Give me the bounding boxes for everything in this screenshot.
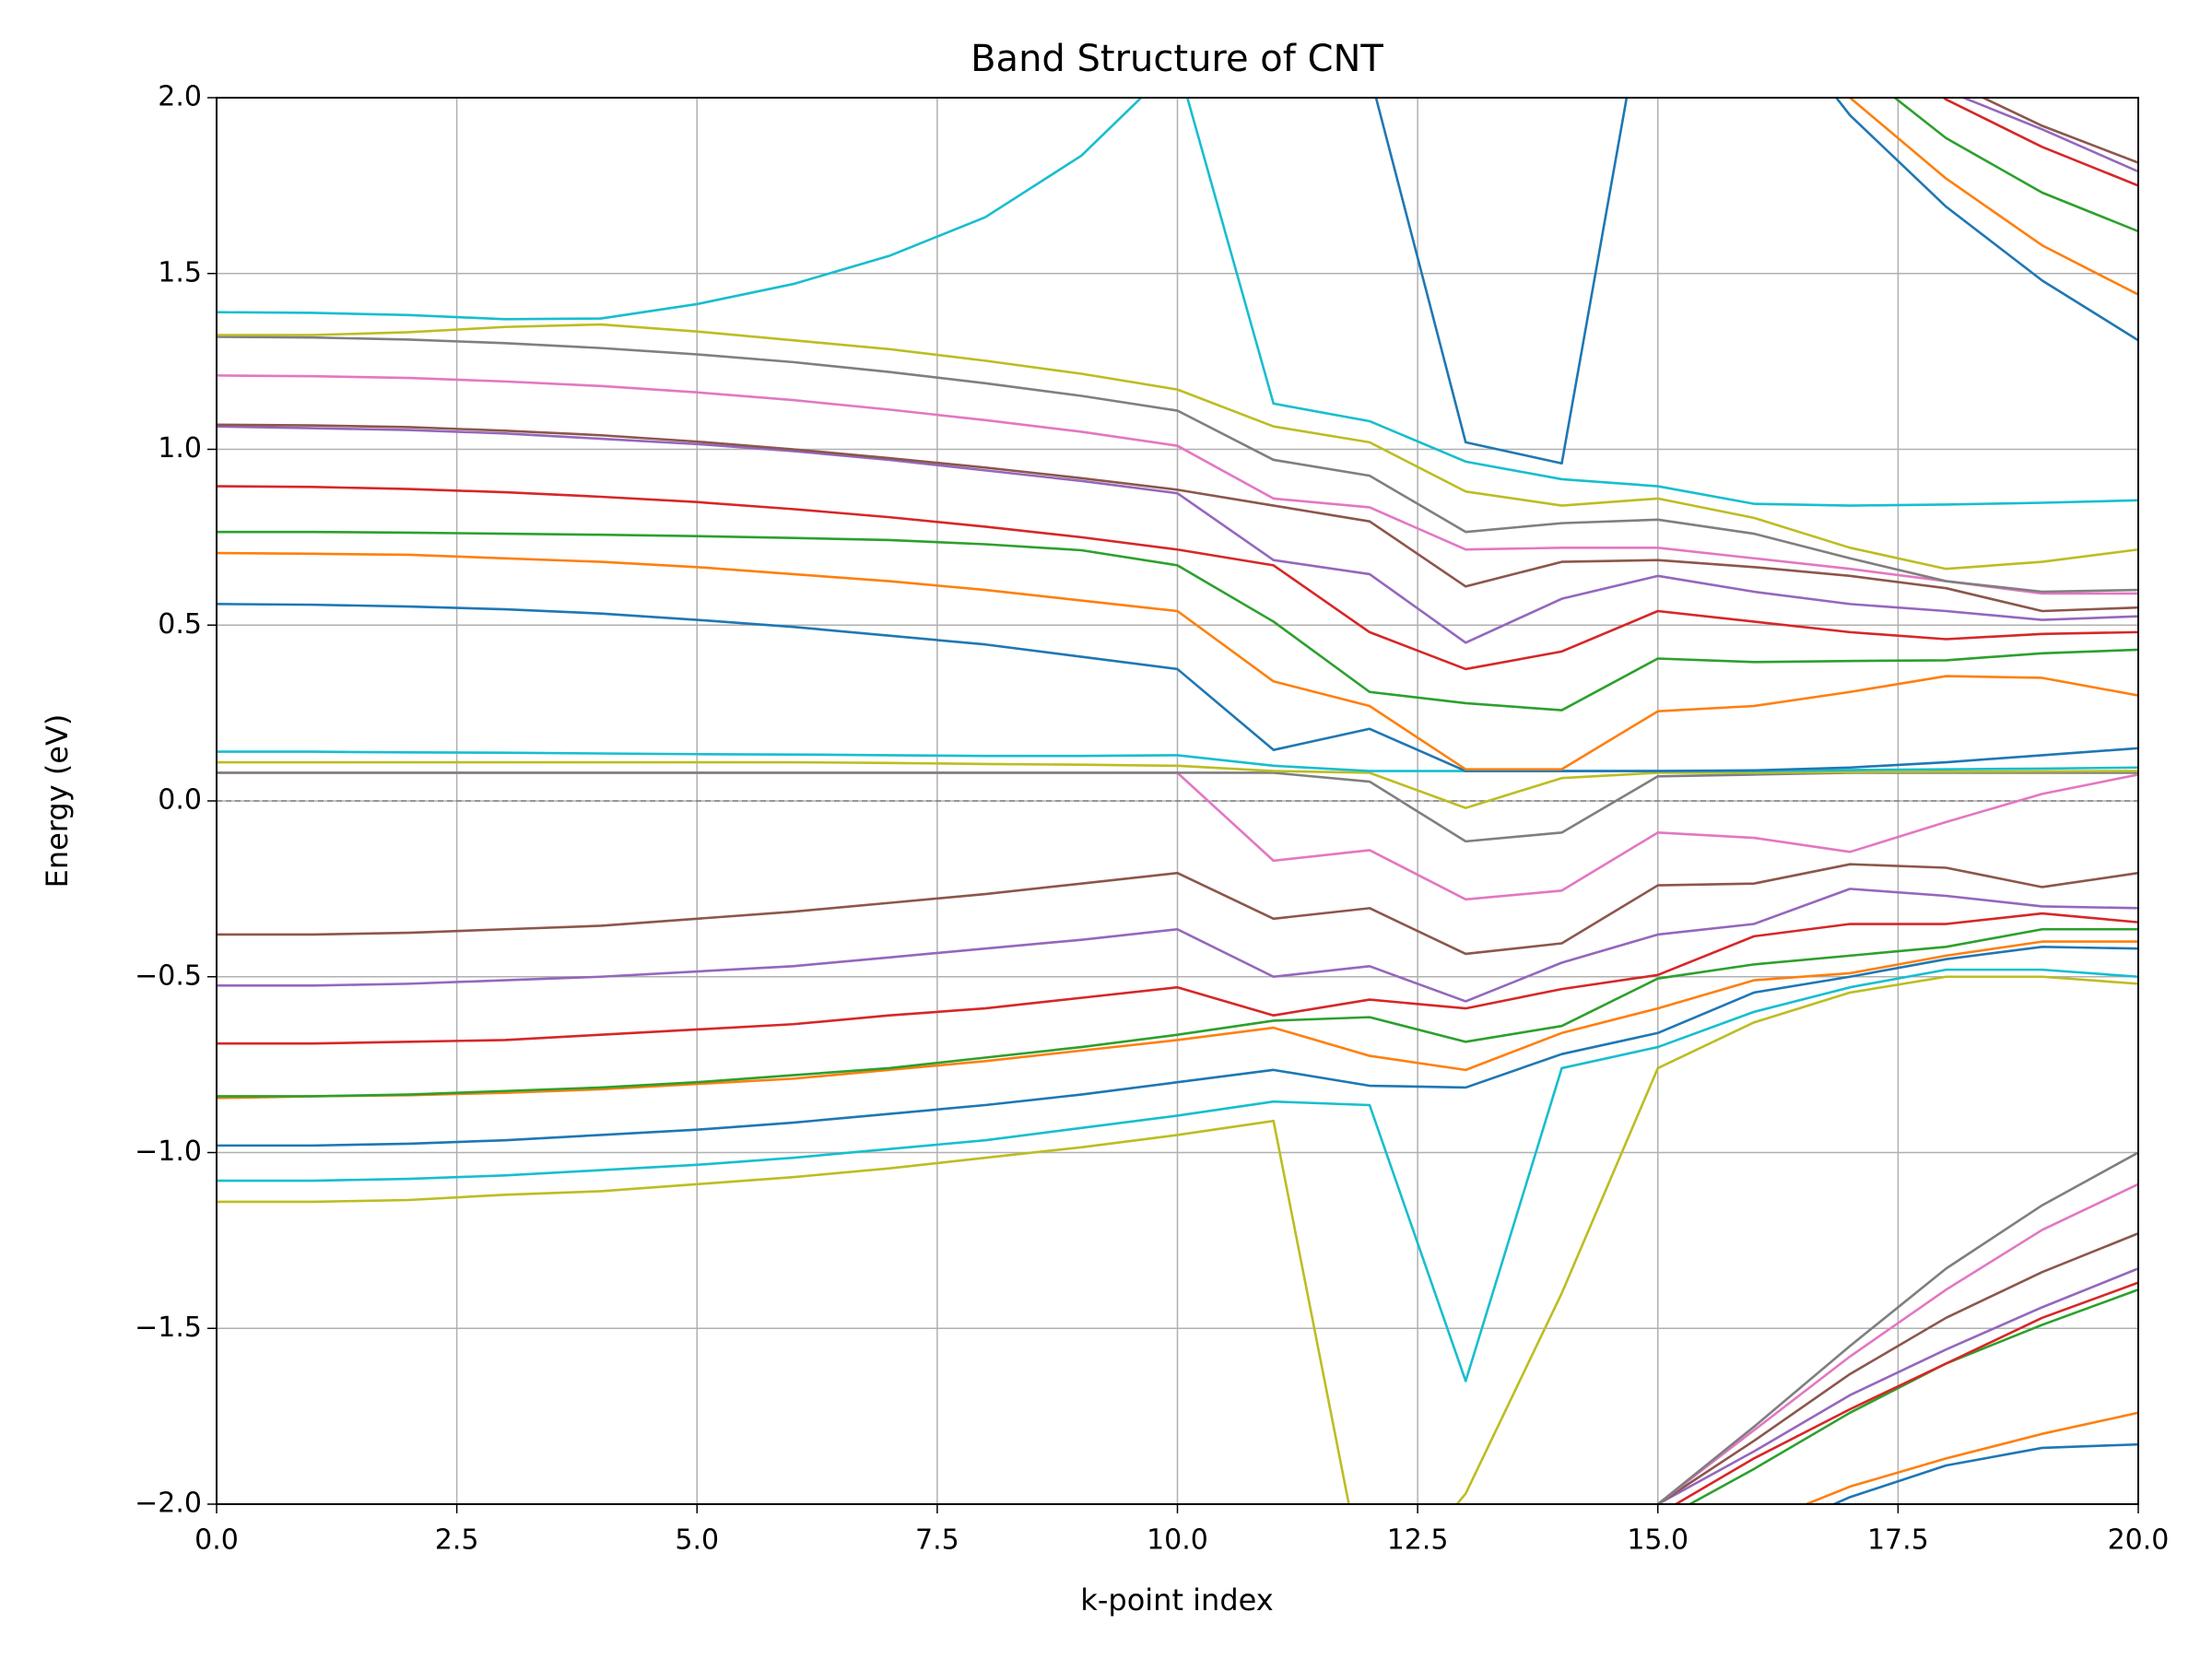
y-tick-label: 0.5 — [158, 608, 202, 641]
y-tick-label: −2.0 — [135, 1488, 202, 1520]
band-line — [217, 335, 2138, 594]
band-line — [1673, 1281, 2138, 1504]
band-line — [217, 760, 2138, 809]
band-line — [217, 485, 2138, 671]
band-line — [217, 98, 2138, 507]
band-line — [217, 750, 2138, 772]
y-tick-label: 1.0 — [158, 432, 202, 465]
y-tick-label: −1.0 — [135, 1135, 202, 1168]
band-line — [1803, 1411, 2138, 1504]
band-line — [1687, 1288, 2138, 1504]
x-tick-label: 10.0 — [1147, 1524, 1208, 1557]
x-tick-label: 20.0 — [2108, 1524, 2170, 1557]
x-tick-label: 15.0 — [1627, 1524, 1688, 1557]
band-line — [217, 530, 2138, 712]
x-tick-label: 5.0 — [675, 1524, 719, 1557]
y-axis-label: Energy (eV) — [40, 714, 75, 888]
y-tick-label: 1.5 — [158, 256, 202, 288]
band-line — [217, 927, 2138, 1098]
band-line — [217, 425, 2138, 644]
band-line — [217, 423, 2138, 613]
band-line — [1655, 1151, 2138, 1504]
band-line — [217, 975, 2138, 1504]
band-line — [217, 603, 2138, 772]
band-line — [217, 374, 2138, 595]
y-tick-label: 0.0 — [158, 784, 202, 817]
band-line — [217, 912, 2138, 1045]
band-line — [217, 323, 2138, 571]
ticks: 0.0 2.5 5.0 7.5 10.0 12.5 15.0 17.5 20.0 −2.0 −1.5… — [135, 81, 2169, 1557]
y-tick-label: −0.5 — [135, 959, 202, 992]
band-line — [217, 946, 2138, 1147]
band-line — [217, 968, 2138, 1382]
x-tick-label: 0.0 — [194, 1524, 239, 1557]
x-tick-label: 2.5 — [435, 1524, 479, 1557]
x-tick-label: 17.5 — [1867, 1524, 1929, 1557]
band-line — [217, 940, 2138, 1100]
plot-lines — [217, 98, 2138, 1504]
band-line — [1655, 1267, 2138, 1504]
band-line — [217, 888, 2138, 1003]
x-tick-label: 7.5 — [915, 1524, 959, 1557]
band-line — [217, 551, 2138, 771]
x-axis-label: k-point index — [1080, 1583, 1273, 1618]
band-line — [1655, 1232, 2138, 1504]
y-tick-label: −1.5 — [135, 1312, 202, 1344]
band-line — [217, 863, 2138, 956]
x-tick-label: 12.5 — [1387, 1524, 1449, 1557]
y-tick-label: 2.0 — [158, 81, 202, 113]
chart-title: Band Structure of CNT — [971, 38, 1383, 80]
band-line — [1655, 1182, 2138, 1504]
